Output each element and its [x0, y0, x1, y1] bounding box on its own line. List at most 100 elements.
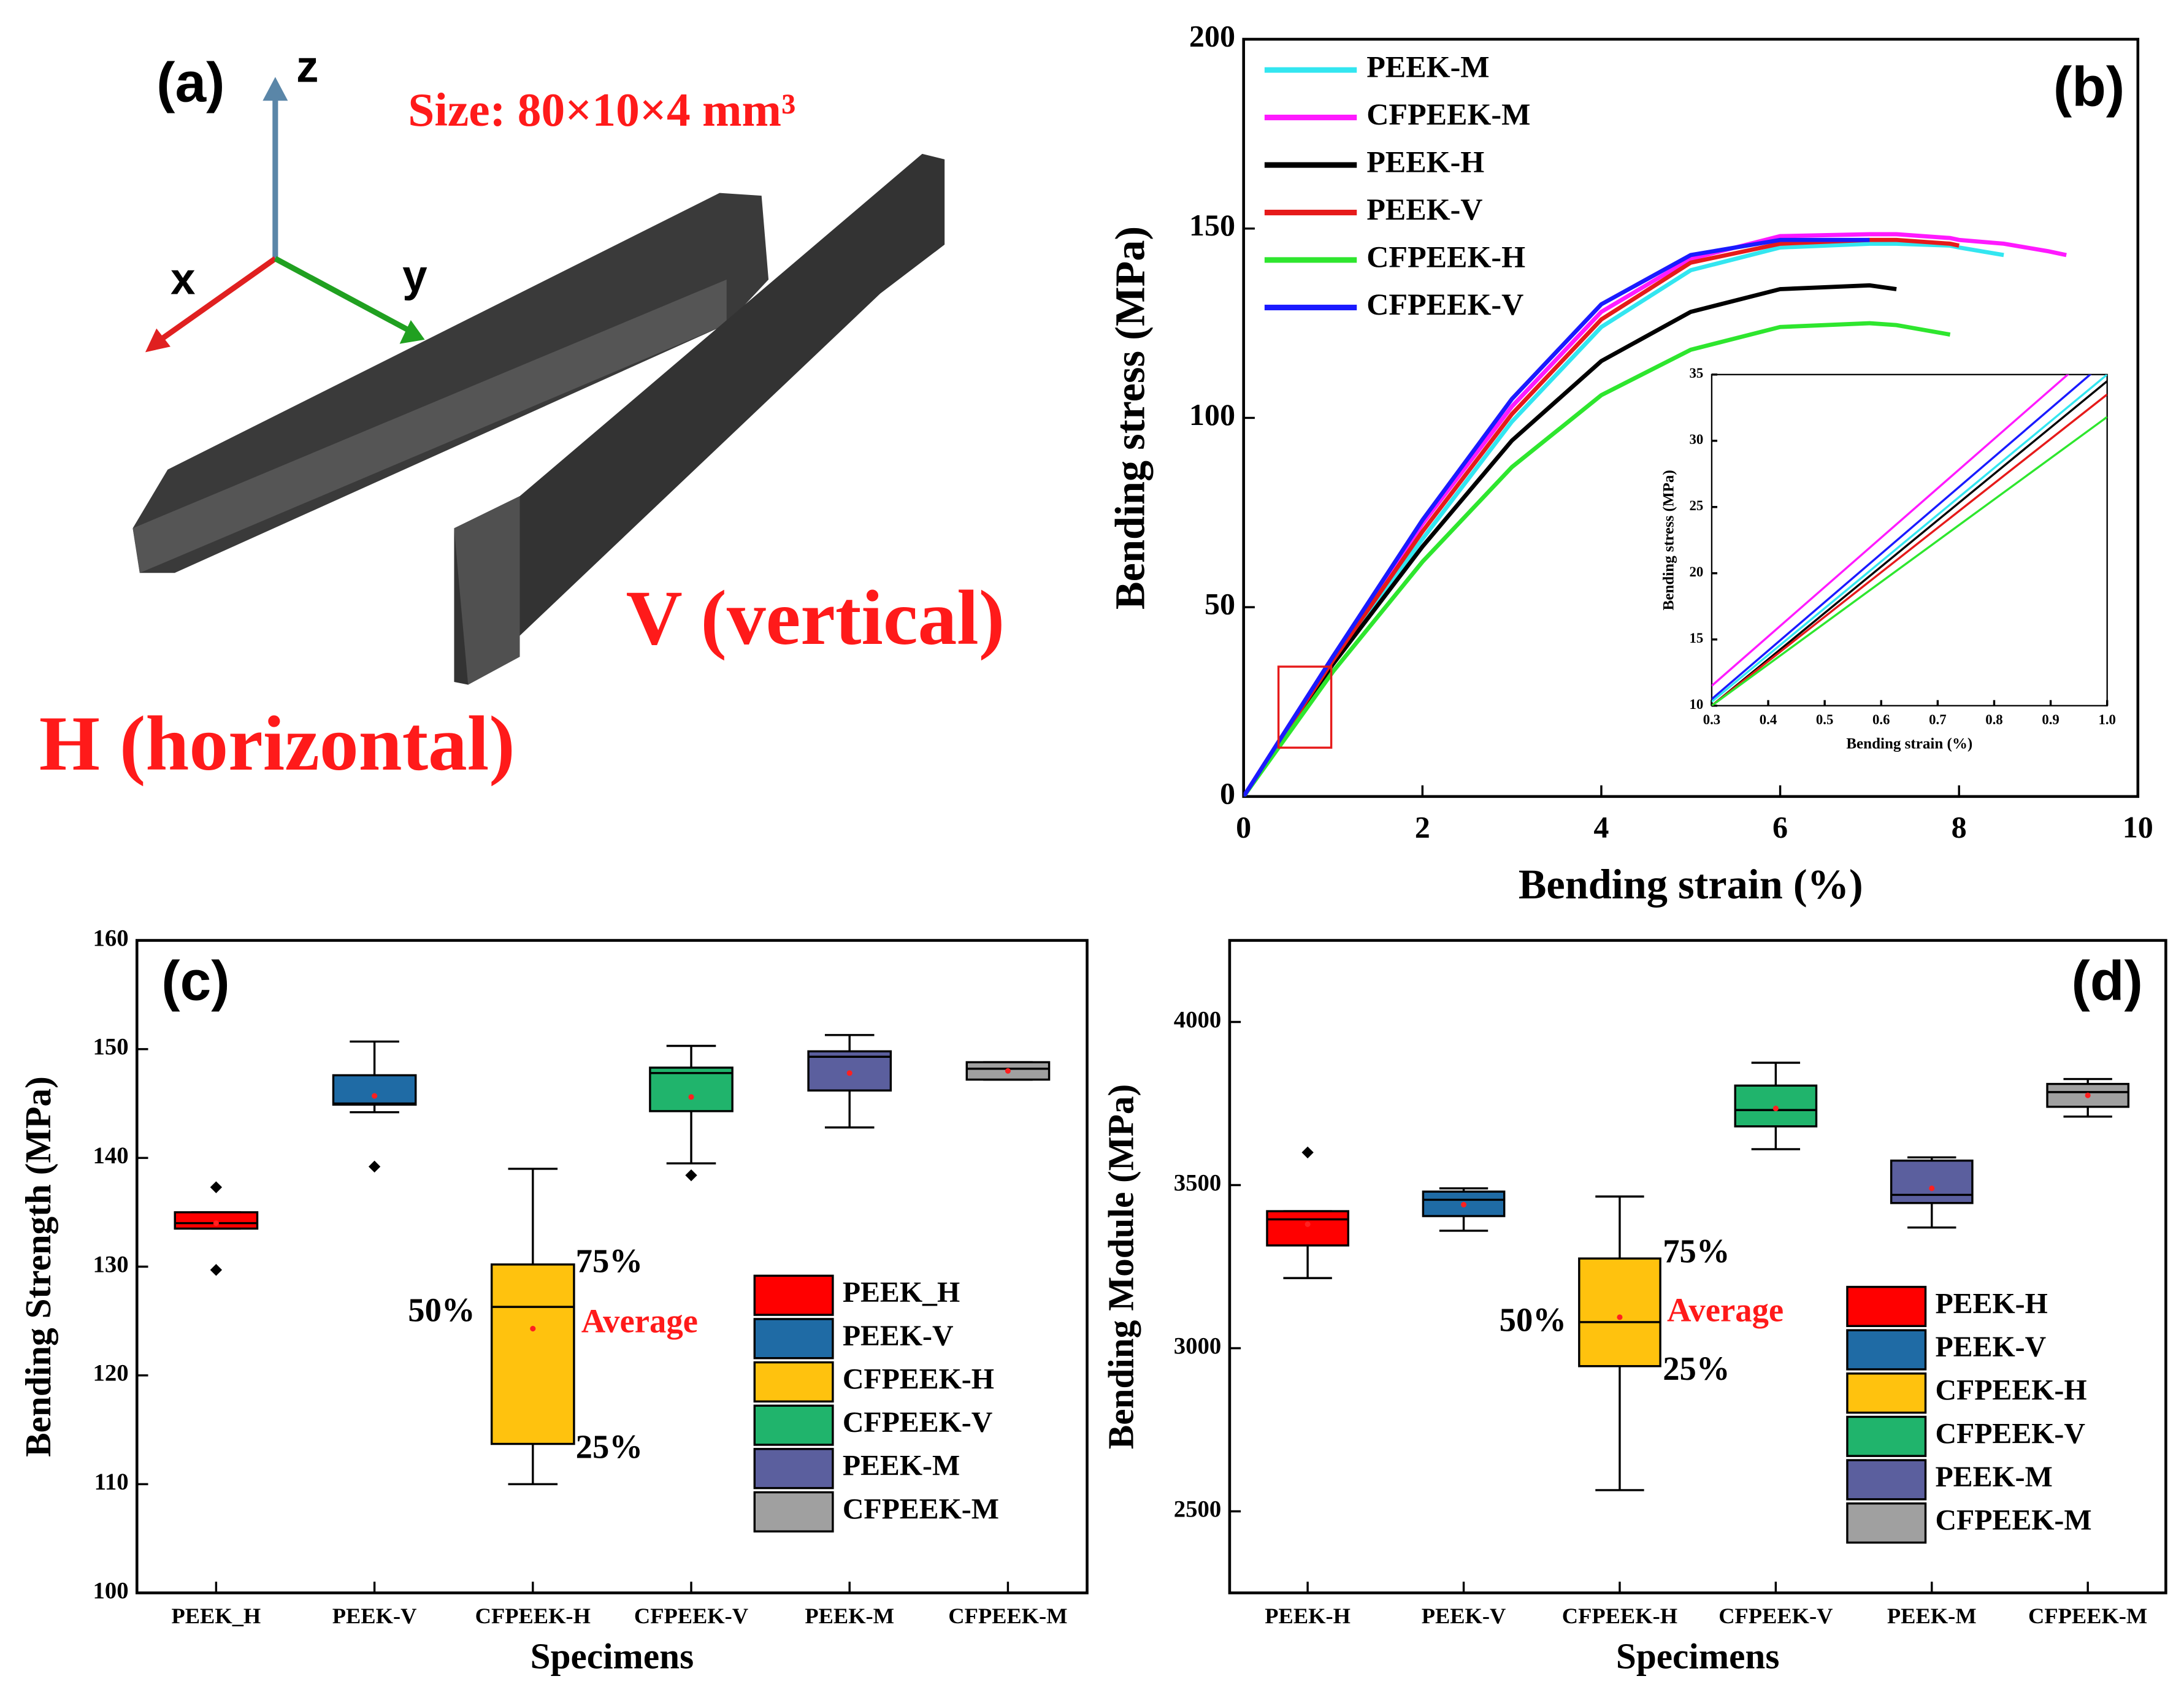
- legend-swatch: [1846, 1415, 1927, 1457]
- vertical-bar: [454, 153, 945, 685]
- annotation: 25%: [576, 1428, 643, 1466]
- legend-label: CFPEEK-H: [1366, 239, 1525, 274]
- y-axis-label: Bending Strength (MPa): [18, 1076, 58, 1457]
- mean: [1617, 1314, 1623, 1320]
- legend-label: PEEK-H: [1935, 1287, 2047, 1320]
- y-tick-label: 130: [93, 1251, 129, 1277]
- legend-swatch: [753, 1318, 834, 1360]
- y-axis-label: Bending stress (MPa): [1660, 470, 1677, 610]
- label-v: V (vertical): [626, 574, 1005, 661]
- series-line: [1711, 374, 2092, 700]
- x-tick-label: PEEK-M: [1887, 1604, 1977, 1628]
- x-axis-label: Specimens: [531, 1636, 694, 1676]
- series-line: [1711, 393, 2107, 706]
- legend-swatch: [753, 1404, 834, 1446]
- x-tick-label: PEEK-H: [1265, 1604, 1351, 1628]
- x-axis-label: Bending strain (%): [1519, 861, 1863, 908]
- legend-label: PEEK-M: [843, 1450, 960, 1482]
- box: [1266, 1210, 1349, 1247]
- x-tick-label: 6: [1772, 809, 1788, 844]
- axis-name: z: [296, 42, 318, 91]
- series-line: [1243, 232, 2067, 797]
- mean: [1005, 1068, 1011, 1074]
- legend-label: CFPEEK-V: [1935, 1417, 2085, 1450]
- mean: [1929, 1185, 1935, 1192]
- y-tick-label: 2500: [1174, 1496, 1221, 1522]
- panel-label: (c): [161, 950, 229, 1012]
- panel-label: (d): [2072, 950, 2143, 1012]
- annotation: Average: [1667, 1291, 1784, 1328]
- outlier: [685, 1169, 697, 1182]
- x-tick-label: 0.5: [1816, 712, 1833, 727]
- box: [1890, 1159, 1974, 1204]
- legend-swatch: [1846, 1459, 1927, 1501]
- y-tick-label: 30: [1689, 432, 1703, 447]
- x-tick-label: 0.6: [1872, 712, 1890, 727]
- legend-label: PEEK-V: [1935, 1331, 2046, 1363]
- chart-panel: 10 15 20 25 30 35 Bending strain (%) Bending st…: [1660, 365, 2116, 752]
- mean: [846, 1070, 853, 1076]
- legend-label: CFPEEK-M: [843, 1493, 999, 1525]
- x-tick-label: CFPEEK-H: [1562, 1604, 1677, 1628]
- mean: [688, 1094, 694, 1100]
- y-tick-label: 160: [93, 925, 129, 951]
- x-axis-label: Specimens: [1616, 1636, 1779, 1676]
- axis-name: y: [402, 251, 427, 301]
- y-tick-label: 15: [1689, 630, 1703, 646]
- legend-label: PEEK-M: [1366, 50, 1489, 84]
- mean: [372, 1093, 378, 1099]
- mean: [530, 1326, 536, 1332]
- x-tick-label: PEEK-V: [332, 1604, 417, 1628]
- legend-label: CFPEEK-V: [843, 1406, 992, 1439]
- x-tick-label: CFPEEK-V: [1718, 1604, 1833, 1628]
- legend-label: PEEK-V: [1366, 192, 1482, 226]
- x-tick-label: 1.0: [2098, 712, 2115, 727]
- legend-swatch: [1846, 1502, 1927, 1544]
- y-tick-label: 25: [1689, 498, 1703, 513]
- chart-panel: 2500 3000 3500 4000 Specimens Bending Module …: [1101, 939, 2167, 1676]
- y-tick-label: 3500: [1174, 1169, 1221, 1196]
- mean: [2085, 1092, 2091, 1098]
- x-tick-label: 8: [1952, 809, 1967, 844]
- y-tick-label: 100: [1189, 397, 1235, 432]
- y-tick-label: 4000: [1174, 1006, 1221, 1033]
- legend-label: CFPEEK-H: [1935, 1374, 2086, 1407]
- y-tick-label: 100: [93, 1577, 129, 1604]
- legend-label: CFPEEK-H: [843, 1363, 994, 1395]
- legend-swatch: [1846, 1372, 1927, 1414]
- legend-label: PEEK_H: [843, 1276, 960, 1309]
- legend-label: PEEK-H: [1366, 145, 1484, 179]
- outlier: [368, 1160, 381, 1173]
- mean: [1460, 1201, 1467, 1207]
- label-h: H (horizontal): [39, 700, 515, 787]
- arrow-head: [262, 77, 288, 101]
- y-axis-label: Bending Module (MPa): [1101, 1084, 1141, 1449]
- x-tick-label: CFPEEK-M: [948, 1604, 1067, 1628]
- y-tick-label: 150: [93, 1034, 129, 1060]
- annotation: 50%: [408, 1291, 475, 1328]
- box: [490, 1263, 575, 1445]
- y-tick-label: 10: [1689, 697, 1703, 712]
- legend-swatch: [753, 1448, 834, 1490]
- outlier: [210, 1264, 223, 1276]
- y-axis-arrow: [274, 256, 410, 332]
- plot-frame: [1228, 939, 2167, 1594]
- y-tick-label: 140: [93, 1142, 129, 1169]
- x-axis-label: Bending strain (%): [1846, 735, 1972, 752]
- y-tick-label: 110: [94, 1469, 129, 1495]
- annotation: 75%: [1663, 1233, 1730, 1270]
- legend-label: CFPEEK-M: [1366, 97, 1530, 131]
- outlier: [1301, 1146, 1314, 1158]
- vertical-bar-end: [454, 496, 520, 685]
- annotation: 25%: [1663, 1350, 1730, 1387]
- box: [649, 1066, 734, 1112]
- x-tick-label: CFPEEK-M: [2028, 1604, 2147, 1628]
- box: [1422, 1190, 1506, 1217]
- series-line: [1243, 321, 1951, 797]
- series-line: [1711, 374, 2070, 687]
- x-tick-label: 0.4: [1760, 712, 1777, 727]
- x-tick-label: 0.9: [2042, 712, 2059, 727]
- legend-label: CFPEEK-M: [1935, 1504, 2091, 1537]
- legend-swatch: [753, 1491, 834, 1532]
